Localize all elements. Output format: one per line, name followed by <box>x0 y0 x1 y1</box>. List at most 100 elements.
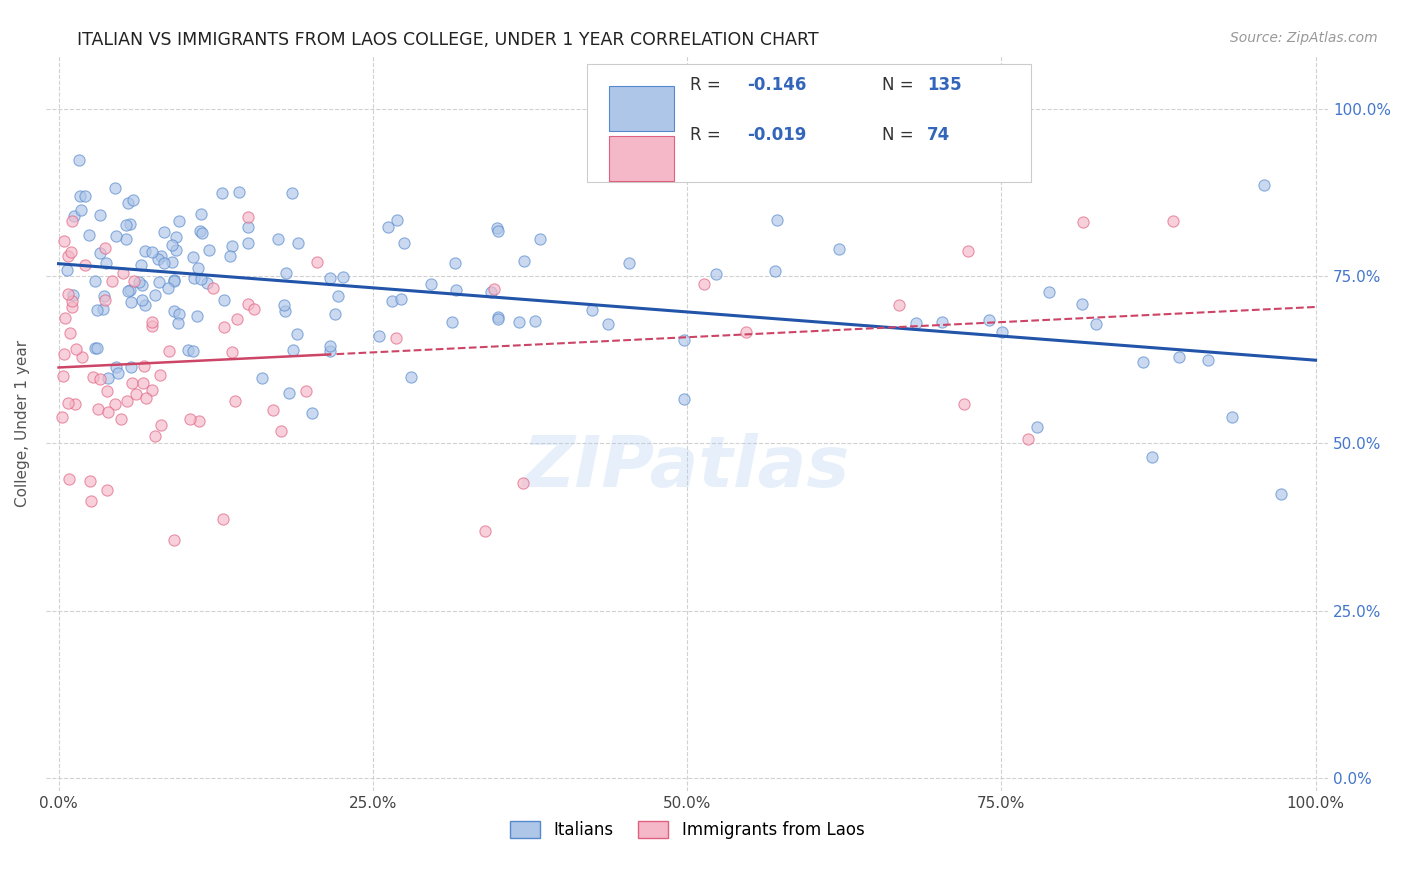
Point <box>225 312 247 326</box>
Point <box>399 370 422 384</box>
Point <box>529 232 551 246</box>
Point <box>117 284 139 298</box>
Point <box>368 329 391 343</box>
Point <box>305 255 328 269</box>
Point <box>228 185 250 199</box>
Point <box>221 239 243 253</box>
Point <box>735 325 758 339</box>
Point <box>420 277 443 291</box>
Point <box>484 282 506 296</box>
Point <box>766 212 789 227</box>
Point <box>389 292 412 306</box>
Point <box>828 242 851 256</box>
Point <box>1168 350 1191 364</box>
Point <box>79 228 101 243</box>
Point <box>384 331 406 345</box>
Point <box>165 243 187 257</box>
Point <box>62 288 84 302</box>
Text: N =: N = <box>882 126 914 144</box>
Point <box>75 258 97 272</box>
Point <box>65 342 87 356</box>
Point <box>212 293 235 307</box>
Text: -0.146: -0.146 <box>748 76 807 94</box>
Point <box>1085 317 1108 331</box>
Point <box>86 341 108 355</box>
Point <box>1017 432 1039 446</box>
Point <box>212 320 235 334</box>
Point <box>243 301 266 316</box>
Point <box>486 223 509 237</box>
Point <box>474 524 496 539</box>
Point <box>392 236 415 251</box>
Point <box>188 223 211 237</box>
Point <box>60 245 83 260</box>
Text: ITALIAN VS IMMIGRANTS FROM LAOS COLLEGE, UNDER 1 YEAR CORRELATION CHART: ITALIAN VS IMMIGRANTS FROM LAOS COLLEGE,… <box>77 31 818 49</box>
Point <box>150 249 173 263</box>
Point <box>128 275 150 289</box>
Point <box>190 272 212 286</box>
Point <box>238 296 260 310</box>
Point <box>1025 420 1047 434</box>
Point <box>107 366 129 380</box>
Point <box>89 372 111 386</box>
Point <box>956 244 979 258</box>
Point <box>104 229 127 244</box>
Point <box>486 311 509 326</box>
Point <box>105 359 128 374</box>
Point <box>110 412 132 426</box>
Point <box>443 256 465 270</box>
Point <box>94 256 117 270</box>
Point <box>117 196 139 211</box>
Point <box>132 359 155 373</box>
Point <box>704 267 727 281</box>
Point <box>97 371 120 385</box>
Point <box>977 313 1000 327</box>
Point <box>80 493 103 508</box>
Point <box>190 207 212 221</box>
Point <box>219 249 242 263</box>
Point <box>1220 410 1243 425</box>
Point <box>52 369 75 384</box>
Point <box>120 294 142 309</box>
Point <box>224 394 246 409</box>
Point <box>236 235 259 250</box>
Point <box>162 238 184 252</box>
Point <box>153 225 176 239</box>
Point <box>58 249 80 263</box>
Point <box>53 310 76 325</box>
Point <box>486 310 509 325</box>
Point <box>157 344 180 359</box>
Point <box>270 425 292 439</box>
Point <box>187 261 209 276</box>
Point <box>1142 450 1164 465</box>
Point <box>904 317 927 331</box>
Point <box>524 314 547 328</box>
Point <box>283 343 305 358</box>
Point <box>190 226 212 240</box>
Point <box>94 293 117 308</box>
Point <box>104 397 127 411</box>
Point <box>96 384 118 398</box>
Point <box>385 213 408 227</box>
Point <box>294 384 316 399</box>
Text: Source: ZipAtlas.com: Source: ZipAtlas.com <box>1230 31 1378 45</box>
Point <box>166 316 188 330</box>
Text: 74: 74 <box>927 126 950 144</box>
Point <box>163 304 186 318</box>
Point <box>145 287 167 301</box>
Point <box>58 326 80 341</box>
Point <box>274 303 297 318</box>
Point <box>1253 178 1275 193</box>
FancyBboxPatch shape <box>609 86 675 131</box>
Point <box>131 258 153 272</box>
Point <box>617 256 640 270</box>
Point <box>1132 355 1154 369</box>
Point <box>273 298 295 312</box>
Point <box>181 343 204 358</box>
Point <box>278 386 301 401</box>
Point <box>990 325 1012 339</box>
Point <box>132 376 155 391</box>
Point <box>134 392 156 406</box>
Point <box>86 303 108 318</box>
FancyBboxPatch shape <box>588 64 1031 183</box>
